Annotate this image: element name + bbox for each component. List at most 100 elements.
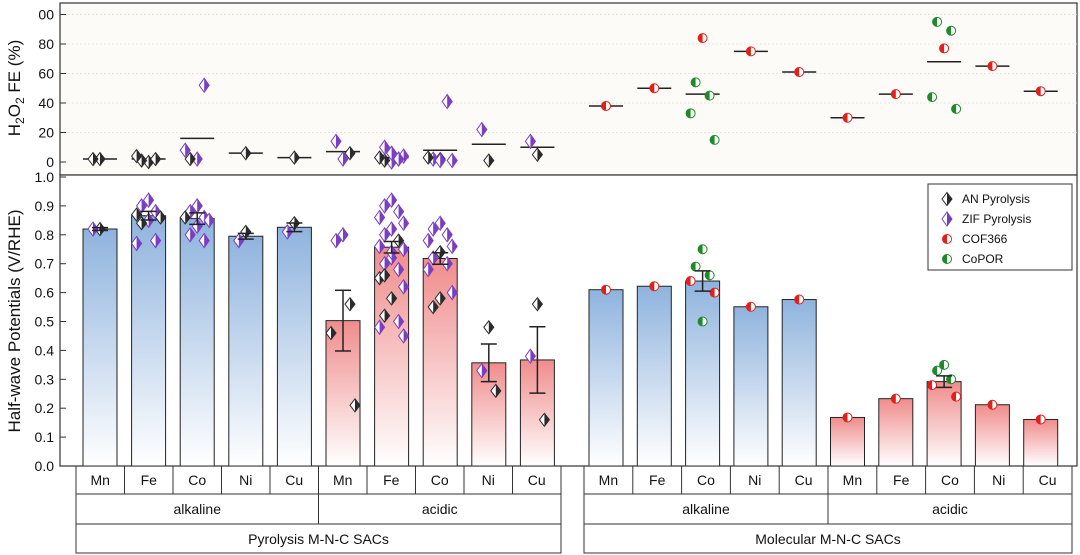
top-gridlines <box>60 14 1077 133</box>
marker-fill <box>891 89 896 99</box>
marker-fill <box>398 262 404 277</box>
bottom-point-an <box>385 291 398 306</box>
bottom-point-cof <box>794 294 805 305</box>
top-point-zif <box>476 121 488 138</box>
bar-cu <box>781 299 817 467</box>
category-label: Mn <box>91 472 110 488</box>
bottom-tick-label: 0.5 <box>35 314 55 330</box>
category-label: Co <box>697 472 715 488</box>
error-bars <box>92 210 953 394</box>
top-point-zif <box>392 151 405 167</box>
bottom-point-an <box>130 207 143 222</box>
bottom-point-an <box>538 412 551 428</box>
bottom-point-cof <box>709 287 720 298</box>
marker-fill <box>951 392 957 402</box>
bottom-point-an <box>531 296 544 312</box>
bottom-point-por <box>697 316 708 327</box>
marker-fill <box>698 244 703 254</box>
marker-fill <box>384 140 390 155</box>
bottom-point-zif <box>373 319 386 336</box>
bottom-point-zif <box>191 198 203 214</box>
top-point-zif <box>330 133 342 150</box>
marker-fill <box>481 122 487 137</box>
marker-fill <box>686 108 691 118</box>
bottom-point-cof <box>1035 414 1046 425</box>
marker-fill <box>495 384 501 398</box>
bottom-point-zif <box>385 192 398 208</box>
legend-label: COF366 <box>962 232 1008 246</box>
bottom-point-cof <box>890 393 901 404</box>
marker-fill <box>379 320 385 335</box>
top-point-por <box>690 77 701 88</box>
marker-fill <box>794 67 800 77</box>
bar-ni <box>974 404 1010 467</box>
bottom-point-an <box>392 233 405 248</box>
bottom-point-zif <box>397 215 410 232</box>
legend-marker-zif <box>941 211 953 227</box>
marker-fill <box>428 262 434 277</box>
marker-fill <box>336 233 341 248</box>
bottom-point-zif <box>330 232 342 249</box>
bottom-point-por <box>704 270 715 281</box>
legend-label: ZIF Pyrolysis <box>962 212 1031 226</box>
marker-fill <box>530 134 536 149</box>
top-y-ticks: 0 20 40 60 80 00 <box>38 7 66 170</box>
marker-fill <box>942 254 947 264</box>
marker-fill <box>433 300 439 314</box>
marker-fill <box>746 302 751 312</box>
marker-fill <box>343 152 348 167</box>
bottom-point-an <box>378 308 391 324</box>
marker-fill <box>691 262 696 272</box>
bottom-tick-label: 1.0 <box>35 169 55 185</box>
bottom-point-an <box>179 210 191 225</box>
bottom-point-zif <box>142 192 155 208</box>
bottom-point-zif <box>233 232 245 249</box>
top-point-an <box>87 151 99 167</box>
bottom-point-zif <box>198 232 210 249</box>
marker-fill <box>336 134 341 149</box>
bottom-point-zif <box>337 226 349 243</box>
marker-fill <box>939 43 945 53</box>
category-label: Mn <box>599 472 618 488</box>
marker-fill <box>190 204 196 219</box>
marker-fill <box>927 380 933 390</box>
bar-mn <box>82 228 118 467</box>
marker-fill <box>947 192 952 206</box>
bottom-point-an <box>490 383 502 399</box>
marker-fill <box>391 291 397 305</box>
marker-fill <box>384 227 390 242</box>
top-tick-label: 80 <box>38 36 54 52</box>
marker-fill <box>447 227 453 242</box>
marker-fill <box>350 297 355 311</box>
marker-fill <box>1036 86 1041 96</box>
marker-fill <box>601 101 606 111</box>
category-label: Co <box>188 472 206 488</box>
marker-fill <box>384 309 390 323</box>
marker-fill <box>932 17 938 27</box>
top-point-cof <box>842 112 853 123</box>
bottom-point-zif <box>191 218 203 234</box>
bottom-tick-label: 0.2 <box>35 400 55 416</box>
marker-fill <box>794 295 800 305</box>
marker-fill <box>947 212 952 226</box>
bottom-point-an <box>483 319 495 335</box>
marker-fill <box>939 360 945 370</box>
marker-fill <box>391 146 397 161</box>
top-point-cof <box>939 43 950 54</box>
bottom-tick-label: 0.0 <box>35 458 55 474</box>
marker-fill <box>951 104 957 114</box>
marker-fill <box>136 149 142 163</box>
marker-fill <box>452 285 458 300</box>
marker-fill <box>384 198 390 213</box>
bottom-point-an <box>344 296 356 312</box>
bottom-point-zif <box>422 261 434 278</box>
bottom-point-zif <box>378 226 391 243</box>
bar-mn <box>588 289 624 467</box>
category-label: Fe <box>893 472 910 488</box>
marker-fill <box>452 153 458 168</box>
bottom-point-cof <box>987 399 998 410</box>
marker-fill <box>245 146 251 160</box>
category-label: Mn <box>843 472 862 488</box>
marker-fill <box>710 135 715 145</box>
category-label: Co <box>431 472 449 488</box>
